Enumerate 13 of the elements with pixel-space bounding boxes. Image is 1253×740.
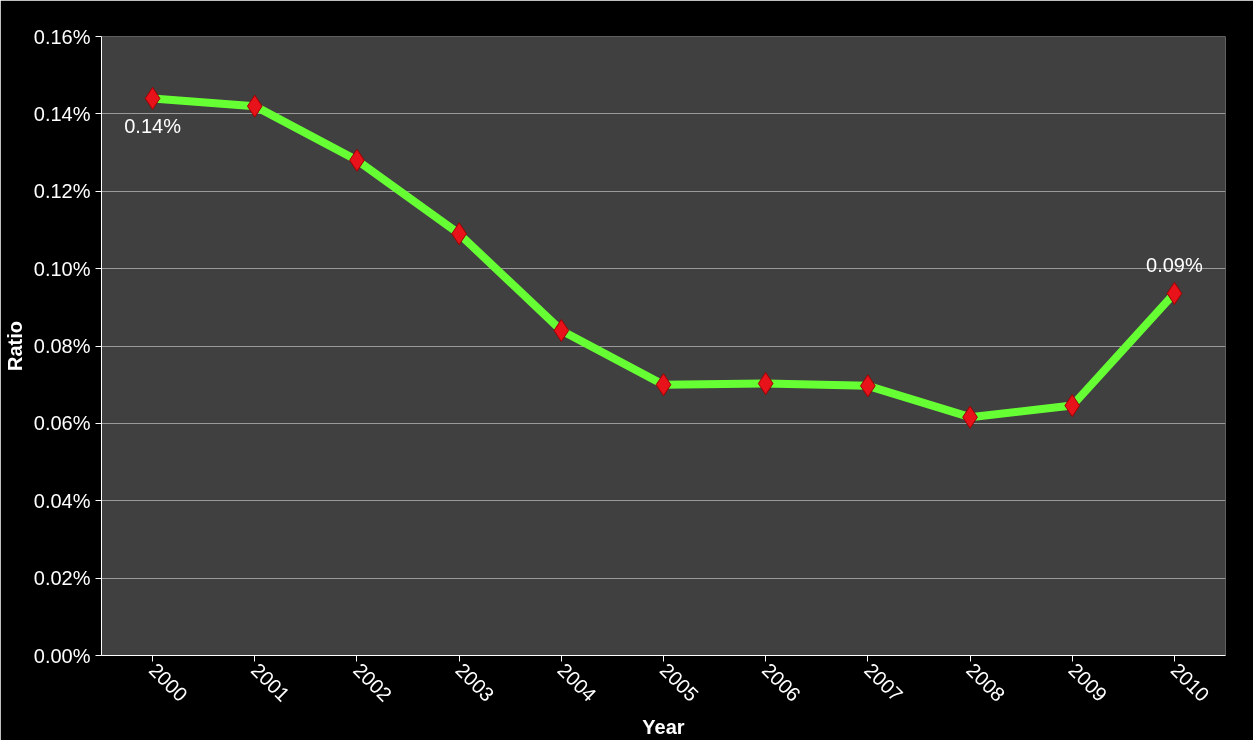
y-tick-label: 0.10% (33, 257, 91, 280)
data-label: 0.14% (124, 115, 182, 138)
y-tick-label: 0.02% (33, 567, 91, 590)
y-tick-label: 0.14% (33, 102, 91, 125)
data-label: 0.09% (1146, 254, 1203, 277)
y-tick-label: 0.04% (33, 489, 91, 512)
y-tick-label: 0.12% (33, 180, 91, 203)
y-tick-label: 0.06% (33, 412, 91, 435)
y-tick-label: 0.00% (33, 644, 91, 667)
y-tick-label: 0.08% (33, 335, 91, 357)
y-tick-label: 0.16% (33, 25, 91, 48)
x-axis-title: Year (642, 715, 685, 738)
y-axis-title: Ratio (3, 321, 26, 371)
